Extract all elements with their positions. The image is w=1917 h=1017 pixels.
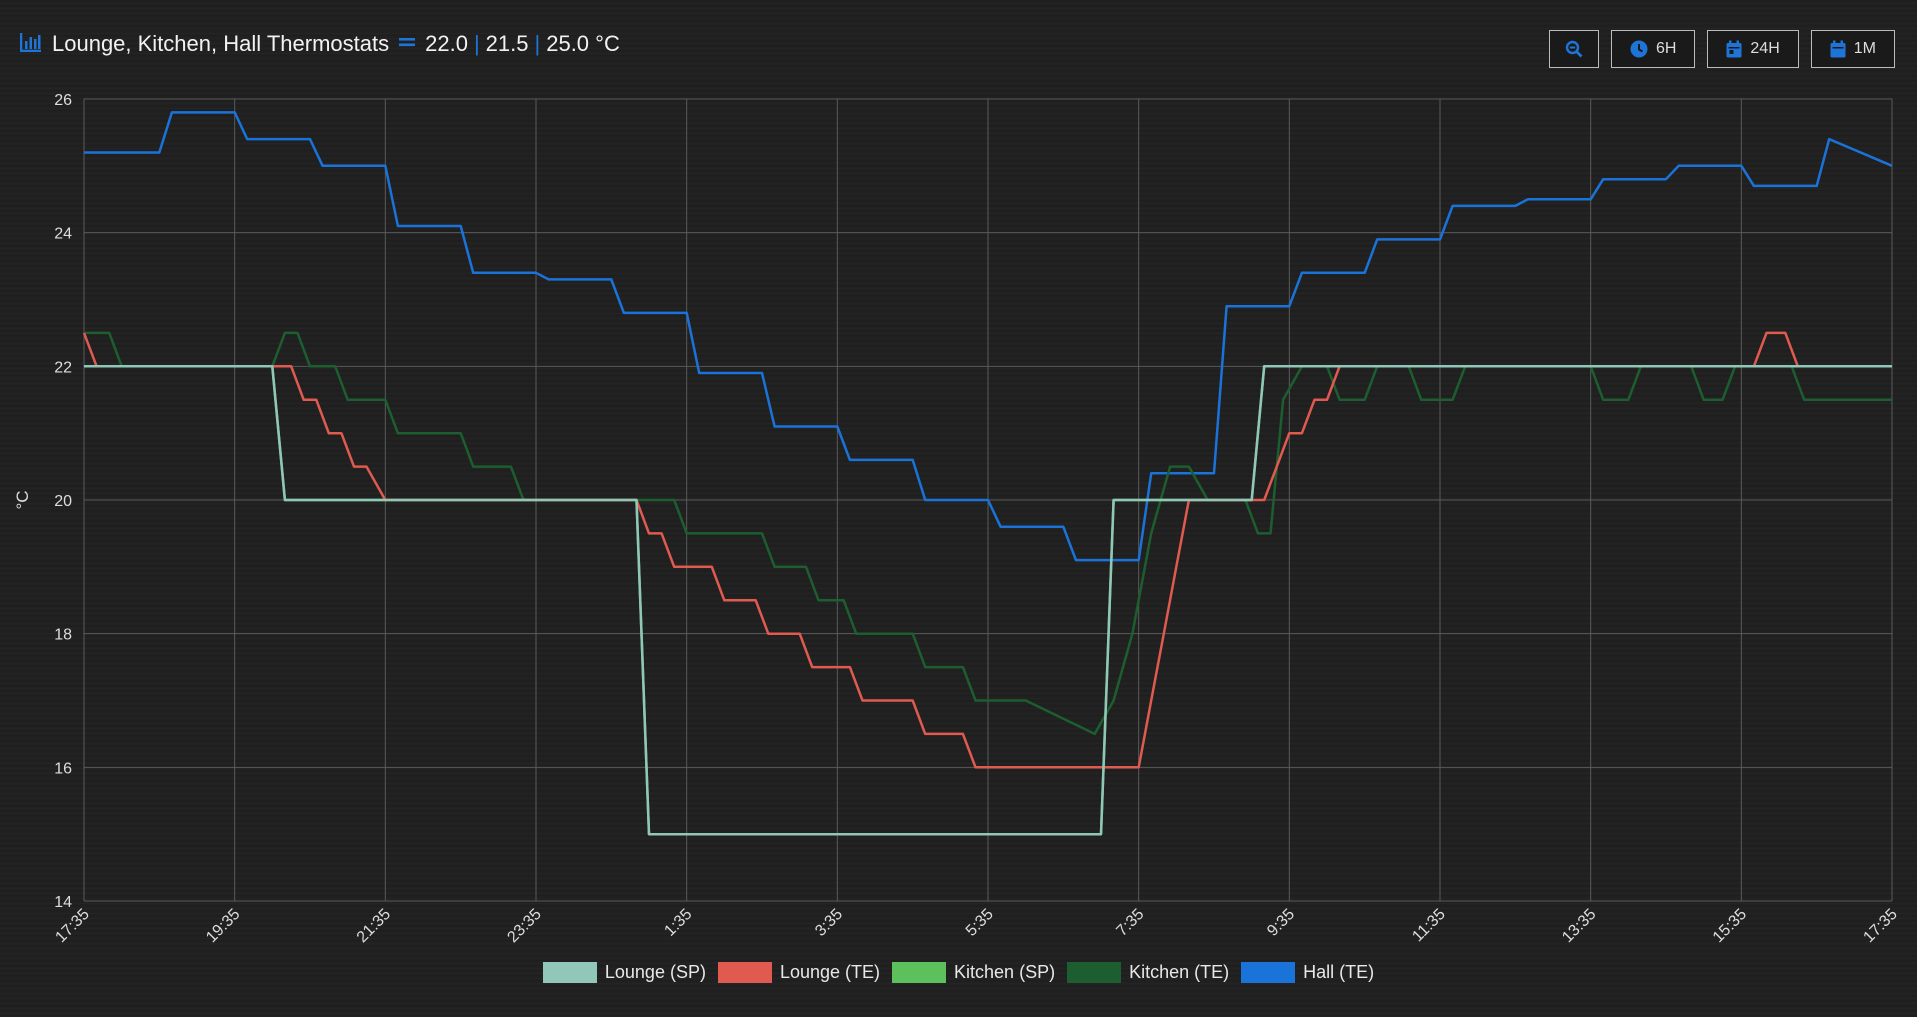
lounge-value: 22.0	[425, 31, 468, 56]
x-tick-label: 5:35	[963, 906, 997, 940]
range-24h-label: 24H	[1750, 40, 1780, 57]
y-tick-label: 16	[54, 760, 72, 777]
calendar-icon	[1830, 40, 1846, 58]
range-1m-label: 1M	[1853, 40, 1876, 57]
legend-label: Hall (TE)	[1303, 962, 1375, 982]
chart-legend: Lounge (SP) Lounge (TE) Kitchen (SP) Kitche…	[0, 962, 1917, 983]
legend-swatch	[1067, 962, 1122, 983]
legend-swatch	[1241, 962, 1296, 983]
range-6h-button[interactable]: 6H	[1610, 30, 1696, 68]
x-tick-label: 15:35	[1710, 906, 1750, 946]
y-tick-label: 22	[54, 359, 72, 376]
kitchen-value: 21.5	[485, 31, 529, 56]
legend-label: Kitchen (TE)	[1129, 962, 1230, 982]
x-tick-label: 23:35	[504, 906, 544, 946]
clock-icon	[1630, 40, 1648, 58]
x-tick-label: 19:35	[203, 906, 243, 946]
zoom-out-button[interactable]	[1548, 30, 1599, 68]
y-tick-label: 24	[54, 226, 72, 243]
legend-swatch	[892, 962, 947, 983]
x-tick-label: 13:35	[1559, 906, 1599, 946]
zoom-out-icon	[1565, 40, 1583, 58]
legend-item[interactable]: Lounge (SP)	[542, 962, 706, 983]
y-axis-label: °C	[13, 490, 32, 509]
range-1m-button[interactable]: 1M	[1810, 30, 1895, 68]
value-divider: |	[473, 31, 480, 56]
value-divider: |	[534, 31, 541, 56]
legend-item[interactable]: Hall (TE)	[1241, 962, 1374, 983]
chart-bar-icon	[19, 32, 42, 57]
legend-item[interactable]: Kitchen (TE)	[1067, 962, 1229, 983]
chart-header: Lounge, Kitchen, Hall Thermostats 22.0 |…	[19, 26, 620, 62]
y-axis-ticks: 14 16 18 20 22 24 26	[54, 92, 72, 911]
legend-label: Lounge (SP)	[604, 962, 706, 982]
legend-item[interactable]: Kitchen (SP)	[892, 962, 1055, 983]
x-tick-label: 21:35	[354, 906, 394, 946]
range-24h-button[interactable]: 24H	[1707, 30, 1799, 68]
legend-label: Lounge (TE)	[779, 962, 881, 982]
legend-swatch	[542, 962, 597, 983]
y-tick-label: 20	[54, 493, 72, 510]
x-tick-label: 3:35	[812, 906, 846, 940]
series-line-hall-te	[84, 111, 1893, 562]
range-6h-label: 6H	[1655, 40, 1677, 57]
equals-icon	[399, 35, 416, 54]
y-tick-label: 18	[54, 627, 72, 644]
x-tick-label: 17:35	[1860, 906, 1900, 946]
legend-swatch	[717, 962, 772, 983]
y-tick-label: 26	[54, 92, 72, 109]
x-axis-ticks: 17:35 19:35 21:35 23:35 1:35 3:35 5:35 7:35 9:35…	[52, 906, 1900, 946]
series-line-lounge-sp	[84, 365, 1892, 836]
legend-label: Kitchen (SP)	[954, 962, 1056, 982]
x-tick-label: 11:35	[1409, 906, 1449, 946]
legend-item[interactable]: Lounge (TE)	[717, 962, 881, 983]
x-tick-label: 1:35	[661, 906, 695, 940]
chart-title: Lounge, Kitchen, Hall Thermostats	[52, 31, 390, 56]
x-tick-label: 17:35	[52, 906, 92, 946]
series-line-lounge-te	[82, 331, 1892, 769]
x-tick-label: 9:35	[1264, 906, 1298, 940]
calendar-day-icon	[1726, 40, 1742, 58]
current-values: 22.0 | 21.5 | 25.0 °C	[425, 31, 620, 57]
range-buttons: 6H 24H 1M	[1548, 30, 1895, 68]
chart-series	[82, 111, 1893, 836]
x-tick-label: 7:35	[1113, 906, 1147, 940]
y-tick-label: 14	[54, 894, 72, 911]
hall-value: 25.0 °C	[546, 31, 620, 56]
